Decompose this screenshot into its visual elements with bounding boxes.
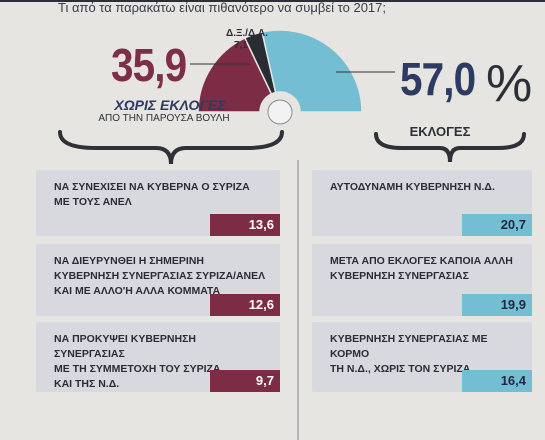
top-bar [0,0,545,2]
percent-sign: % [486,55,533,113]
elections-option-value: 20,7 [462,214,532,236]
no-elections-option-label: ΝΑ ΣΥΝΕΧΙΣΕΙ ΝΑ ΚΥΒΕΡΝΑ Ο ΣΥΡΙΖΑ ΜΕ ΤΟΥΣ … [54,181,250,208]
dk-na-label: Δ.Ξ./Δ.Α. [226,28,268,39]
leader-lines [190,63,395,73]
column-divider [297,160,299,440]
no-elections-option-3: ΝΑ ΠΡΟΚΥΨΕΙ ΚΥΒΕΡΝΗΣΗ ΣΥΝΕΡΓΑΣΙΑΣ ΜΕ ΤΗ Σ… [36,322,280,392]
left-brace [58,130,284,165]
no-elections-option-1: ΝΑ ΣΥΝΕΧΙΣΕΙ ΝΑ ΚΥΒΕΡΝΑ Ο ΣΥΡΙΖΑ ΜΕ ΤΟΥΣ … [36,170,280,236]
donut-slice-elections [261,29,363,113]
elections-option-2: ΜΕΤΑ ΑΠΟ ΕΚΛΟΓΕΣ ΚΑΠΟΙΑ ΑΛΛΗ ΚΥΒΕΡΝΗΣΗ ΣΥ… [312,244,532,316]
elections-option-label: ΜΕΤΑ ΑΠΟ ΕΚΛΟΓΕΣ ΚΑΠΟΙΑ ΑΛΛΗ ΚΥΒΕΡΝΗΣΗ ΣΥ… [330,255,513,282]
no-elections-option-value: 13,6 [210,214,280,236]
no-elections-option-value: 12,6 [210,294,280,316]
elections-option-label: ΚΥΒΕΡΝΗΣΗ ΣΥΝΕΡΓΑΣΙΑΣ ΜΕ ΚΟΡΜΟ ΤΗ Ν.Δ., Χ… [330,333,488,375]
question-text: Τι από τα παρακάτω είναι πιθανότερο να σ… [58,0,387,15]
elections-option-label: ΑΥΤΟΔΥΝΑΜΗ ΚΥΒΕΡΝΗΣΗ Ν.Δ. [330,181,495,193]
elections-option-3: ΚΥΒΕΡΝΗΣΗ ΣΥΝΕΡΓΑΣΙΑΣ ΜΕ ΚΟΡΜΟ ΤΗ Ν.Δ., Χ… [312,322,532,392]
right-brace [374,132,526,163]
no-elections-option-label: ΝΑ ΠΡΟΚΥΨΕΙ ΚΥΒΕΡΝΗΣΗ ΣΥΝΕΡΓΑΣΙΑΣ ΜΕ ΤΗ Σ… [54,333,221,390]
no-elections-option-value: 9,7 [210,370,280,392]
no-elections-option-2: ΝΑ ΔΙΕΥΡΥΝΘΕΙ Η ΣΗΜΕΡΙΝΗ ΚΥΒΕΡΝΗΣΗ ΣΥΝΕΡΓ… [36,244,280,316]
elections-option-value: 19,9 [462,294,532,316]
elections-option-value: 16,4 [462,370,532,392]
no-elections-subheader: ΑΠΟ ΤΗΝ ΠΑΡΟΥΣΑ ΒΟΥΛΗ [98,113,230,124]
no-elections-header: ΧΩΡΙΣ ΕΚΛΟΓΕΣ [114,97,226,113]
elections-option-1: ΑΥΤΟΔΥΝΑΜΗ ΚΥΒΕΡΝΗΣΗ Ν.Δ. 20,7 [312,170,532,236]
elections-header: ΕΚΛΟΓΕΣ [409,124,471,139]
dk-na-value: 7,1 [234,40,248,51]
half-donut-chart [197,29,363,125]
no-elections-value: 35,9 [111,39,187,91]
donut-hub [267,99,293,125]
elections-value: 57,0 [400,53,476,105]
no-elections-option-label: ΝΑ ΔΙΕΥΡΥΝΘΕΙ Η ΣΗΜΕΡΙΝΗ ΚΥΒΕΡΝΗΣΗ ΣΥΝΕΡΓ… [54,255,266,297]
